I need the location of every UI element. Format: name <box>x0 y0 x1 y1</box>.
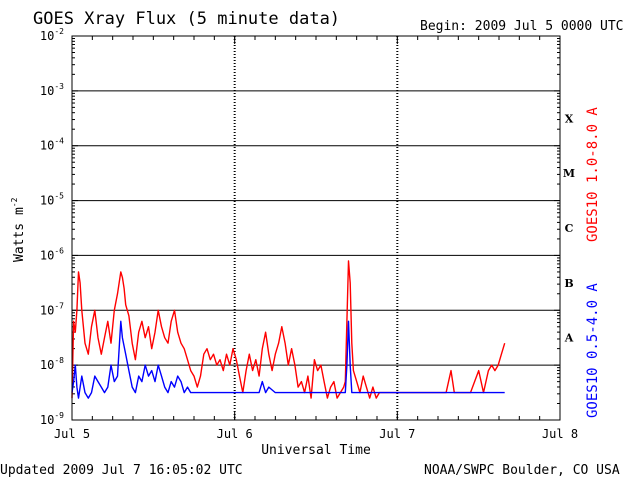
flare-class-label: C <box>565 222 574 235</box>
flare-class-labels: X M C B A <box>563 112 575 344</box>
y-axis-label-text: Watts m <box>12 207 27 262</box>
y-axis-label-exponent: -2 <box>10 197 19 207</box>
x-tick-labels: Jul 5 Jul 6 Jul 7 Jul 8 <box>54 427 578 441</box>
svg-text:Watts m-2: Watts m-2 <box>10 197 27 262</box>
legend-series-long: GOES10 1.0-8.0 A <box>585 107 601 242</box>
flare-class-label: M <box>563 167 575 180</box>
flare-class-label: B <box>564 277 573 290</box>
begin-time: Begin: 2009 Jul 5 0000 UTC <box>420 19 624 34</box>
x-tick-label: Jul 5 <box>54 427 90 441</box>
flare-class-label: X <box>565 112 574 125</box>
x-axis-label: Universal Time <box>261 443 371 458</box>
x-tick-label: Jul 8 <box>542 427 578 441</box>
y-axis-label: Watts m-2 <box>10 197 27 262</box>
chart-title: GOES Xray Flux (5 minute data) <box>33 9 340 29</box>
credit-text: NOAA/SWPC Boulder, CO USA <box>424 463 620 478</box>
y-tick-label: 10-8 <box>40 356 64 372</box>
legend-series-short: GOES10 0.5-4.0 A <box>585 283 601 418</box>
flare-class-label: A <box>564 332 574 345</box>
y-tick-label: 10-2 <box>40 27 64 43</box>
x-tick-label: Jul 7 <box>379 427 415 441</box>
series-line-long <box>71 260 506 399</box>
y-tick-label: 10-5 <box>40 192 64 208</box>
plot-frame <box>71 35 561 421</box>
y-tick-labels: 10-2 10-3 10-4 10-5 10-6 10-7 10-8 10-9 <box>40 27 64 427</box>
series-line-short <box>71 320 505 399</box>
y-tick-label: 10-4 <box>40 137 64 153</box>
grid-lines <box>71 35 561 421</box>
y-tick-label: 10-9 <box>40 411 64 427</box>
data-series <box>71 260 506 399</box>
y-tick-label: 10-3 <box>40 82 64 98</box>
updated-timestamp: Updated 2009 Jul 7 16:05:02 UTC <box>0 463 243 478</box>
x-tick-label: Jul 6 <box>217 427 253 441</box>
y-tick-label: 10-7 <box>40 301 64 317</box>
y-tick-label: 10-6 <box>40 246 64 262</box>
